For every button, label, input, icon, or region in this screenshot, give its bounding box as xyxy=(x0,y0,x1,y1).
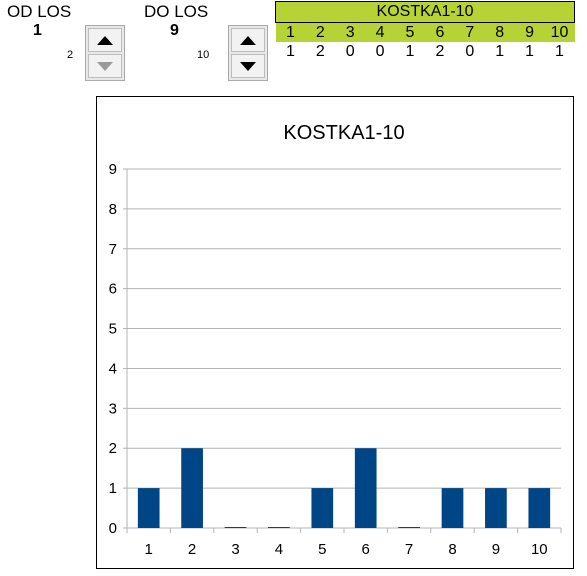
x-tick-label: 4 xyxy=(275,541,283,558)
y-tick-label: 5 xyxy=(109,321,117,338)
arrow-up-icon xyxy=(240,35,256,45)
y-tick-label: 9 xyxy=(109,161,117,178)
do-los-decrement-button[interactable] xyxy=(231,54,265,78)
chart-bar xyxy=(441,488,464,528)
arrow-down-icon xyxy=(97,61,113,71)
x-tick-label: 3 xyxy=(231,541,239,558)
x-tick-label: 1 xyxy=(145,541,153,558)
y-tick-label: 2 xyxy=(109,440,117,457)
chart-bar xyxy=(398,527,420,528)
table-header-cell: 5 xyxy=(395,22,425,42)
y-tick-label: 3 xyxy=(109,400,117,417)
x-tick-label: 6 xyxy=(362,541,370,558)
y-tick-label: 4 xyxy=(109,360,117,377)
x-tick-label: 9 xyxy=(492,541,500,558)
table-header-cell: 3 xyxy=(335,22,366,42)
table-header-cell: 9 xyxy=(514,22,545,42)
table-row: 1 2 0 0 1 2 0 1 1 1 xyxy=(276,42,575,61)
chart-bar xyxy=(268,527,290,528)
od-los-increment-button[interactable] xyxy=(88,28,122,52)
od-los-value: 1 xyxy=(33,22,42,39)
do-los-spinner-value: 10 xyxy=(197,49,210,61)
y-tick-label: 0 xyxy=(109,520,117,537)
x-tick-label: 2 xyxy=(188,541,196,558)
table-cell: 1 xyxy=(525,42,535,60)
table-title: KOSTKA1-10 xyxy=(275,1,575,23)
chart-canvas: KOSTKA1-10 0 1 2 3 4 5 6 7 8 9 1 2 3 4 5 6 7 8 9 10 xyxy=(109,122,562,558)
table-header-cell: 6 xyxy=(424,22,455,42)
x-tick-label: 8 xyxy=(448,541,456,558)
table-cell: 1 xyxy=(405,42,415,60)
chart-bar xyxy=(137,488,160,528)
table-header-cell: 1 xyxy=(275,22,306,42)
y-tick-label: 7 xyxy=(109,241,117,258)
table-header-cell: 2 xyxy=(305,22,336,42)
od-los-spinner-value: 2 xyxy=(67,49,74,61)
table-cell: 0 xyxy=(345,42,355,60)
chart-bar xyxy=(354,448,377,528)
do-los-increment-button[interactable] xyxy=(231,28,265,52)
y-tick-label: 1 xyxy=(109,480,117,497)
results-table: KOSTKA1-10 1 2 3 4 5 6 7 8 9 10 1 2 0 0 … xyxy=(275,1,575,61)
table-header-cell: 10 xyxy=(544,22,575,42)
chart-bar xyxy=(224,527,247,528)
chart-bar xyxy=(485,488,507,528)
table-cell: 1 xyxy=(495,42,505,60)
table-header-cell: 8 xyxy=(484,22,515,42)
do-los-value: 9 xyxy=(170,22,179,39)
chart-bar xyxy=(181,448,203,528)
table-cell: 2 xyxy=(315,42,325,60)
table-header-cell: 7 xyxy=(454,22,485,42)
table-cell: 0 xyxy=(375,42,385,60)
x-tick-label: 5 xyxy=(318,541,326,558)
chart-bar xyxy=(528,488,551,528)
y-tick-label: 8 xyxy=(109,201,117,218)
chart-bar xyxy=(311,488,334,528)
arrow-up-icon xyxy=(97,35,113,45)
do-los-label: DO LOS xyxy=(144,2,209,21)
do-los-spinner[interactable] xyxy=(228,25,268,81)
od-los-decrement-button[interactable] xyxy=(88,54,122,78)
table-header-row: 1 2 3 4 5 6 7 8 9 10 xyxy=(275,22,575,42)
table-cell: 1 xyxy=(285,42,295,60)
arrow-down-icon xyxy=(240,61,256,71)
x-tick-label: 10 xyxy=(531,541,548,558)
od-los-label: OD LOS xyxy=(7,2,72,21)
chart-title: KOSTKA1-10 xyxy=(283,122,404,144)
table-cell: 0 xyxy=(465,42,475,60)
x-tick-label: 7 xyxy=(405,541,413,558)
bar-chart[interactable]: KOSTKA1-10 0 1 2 3 4 5 6 7 8 9 1 2 3 4 5 6 7 8 9 10 xyxy=(96,96,574,569)
table-cell: 2 xyxy=(435,42,445,60)
y-tick-label: 6 xyxy=(109,281,117,298)
table-cell: 1 xyxy=(555,42,564,60)
od-los-spinner[interactable] xyxy=(85,25,125,81)
table-header-cell: 4 xyxy=(365,22,396,42)
